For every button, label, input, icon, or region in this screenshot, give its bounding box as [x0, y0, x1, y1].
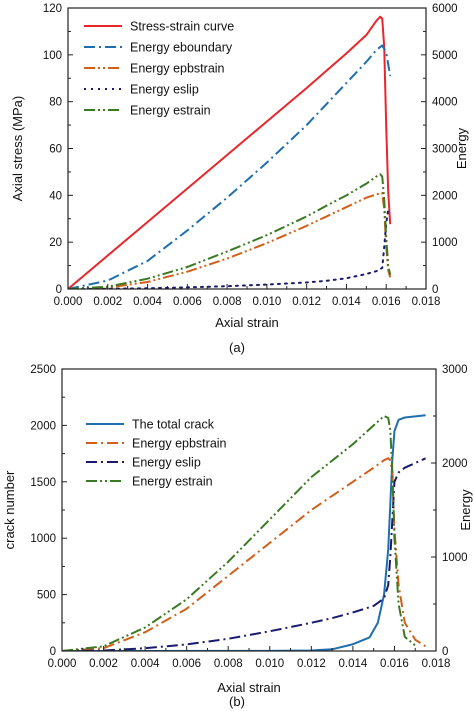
y-right-tick-label: 3000	[432, 144, 458, 156]
x-tick-label: 0.006	[172, 658, 201, 670]
y-left-tick-label: 20	[49, 237, 62, 249]
x-tick-label: 0.016	[380, 658, 409, 670]
legend: The total crack Energy epbstrain Energy es…	[86, 418, 227, 489]
y-left-tick-label: 100	[43, 50, 62, 62]
legend-entry: Stress-strain curve	[130, 20, 234, 34]
y-right-tick-label: 2000	[442, 458, 468, 470]
x-axis-title: Axial strain	[217, 680, 281, 695]
x-tick-label: 0.008	[213, 296, 242, 308]
series-line-3	[68, 208, 390, 289]
series-lines	[62, 414, 427, 651]
x-tick-label: 0.002	[89, 658, 118, 670]
y-right-tick-label: 1000	[432, 237, 458, 249]
series-line-2	[68, 191, 392, 289]
y-right-tick-label: 5000	[432, 50, 458, 62]
y-left-tick-label: 2000	[30, 420, 56, 432]
series-line-2	[62, 457, 427, 651]
x-tick-label: 0.000	[54, 296, 83, 308]
x-tick-label: 0.018	[422, 658, 451, 670]
x-tick-label: 0.012	[292, 296, 321, 308]
y-left-tick-label: 1500	[30, 477, 56, 489]
legend-entry: Energy eslip	[130, 83, 199, 97]
y-left-tick-label: 80	[49, 97, 62, 109]
legend-entry: Energy estrain	[130, 104, 211, 118]
y-right-tick-label: 3000	[442, 364, 468, 376]
y-right-tick-label: 1000	[442, 552, 468, 564]
x-tick-label: 0.006	[173, 296, 202, 308]
x-tick-label: 0.010	[255, 658, 284, 670]
x-tick-label: 0.004	[133, 296, 162, 308]
legend: Stress-strain curve Energy eboundary Energ…	[84, 20, 234, 118]
legend-entry: Energy eboundary	[130, 41, 233, 55]
y-right-axis-title: Energy	[454, 127, 469, 169]
x-tick-label: 0.014	[332, 296, 361, 308]
y-right-tick-label: 0	[432, 284, 438, 296]
x-tick-label: 0.012	[297, 658, 326, 670]
x-tick-label: 0.000	[48, 658, 77, 670]
plot-frame	[67, 7, 427, 290]
y-left-tick-label: 500	[37, 590, 56, 602]
x-tick-label: 0.008	[214, 658, 243, 670]
series-line-1	[62, 457, 427, 651]
y-right-tick-label: 0	[442, 646, 448, 658]
y-left-tick-label: 60	[49, 144, 62, 156]
y-left-tick-label: 0	[50, 646, 56, 658]
x-tick-label: 0.018	[412, 296, 441, 308]
series-line-0	[62, 414, 426, 651]
x-tick-label: 0.014	[338, 658, 367, 670]
series-lines	[68, 15, 392, 289]
y-right-tick-label: 6000	[432, 3, 458, 15]
x-axis-title: Axial strain	[215, 315, 279, 330]
plot-frame	[61, 368, 437, 652]
panel-label: (a)	[229, 340, 245, 355]
y-left-tick-label: 120	[43, 3, 62, 15]
y-left-tick-label: 1000	[30, 533, 56, 545]
legend-entry: Energy epbstrain	[130, 62, 225, 76]
x-tick-label: 0.002	[93, 296, 122, 308]
legend-entry: Energy estrain	[132, 475, 213, 489]
y-left-tick-label: 0	[56, 284, 62, 296]
y-left-axis-title: Axial stress (MPa)	[10, 96, 25, 201]
y-right-tick-label: 2000	[432, 190, 458, 202]
x-tick-label: 0.010	[252, 296, 281, 308]
y-right-axis-title: Energy	[458, 489, 473, 531]
y-left-tick-label: 2500	[30, 364, 56, 376]
y-right-tick-label: 4000	[432, 97, 458, 109]
x-tick-label: 0.004	[131, 658, 160, 670]
panel-label: (b)	[229, 694, 245, 709]
chart-panel-a: 0.000 0.002 0.004 0.006 0.008 0.010 0.012 0.014…	[10, 3, 469, 355]
y-left-axis-title: crack number	[2, 470, 17, 549]
x-tick-label: 0.016	[372, 296, 401, 308]
series-line-1	[68, 44, 392, 289]
legend-entry: The total crack	[132, 418, 215, 432]
series-line-3	[62, 415, 416, 651]
y-left-tick-label: 40	[49, 190, 62, 202]
series-line-0	[68, 15, 392, 289]
chart-panel-b: 0.000 0.002 0.004 0.006 0.008 0.010 0.012 0.014…	[2, 364, 473, 709]
legend-entry: Energy epbstrain	[132, 437, 227, 451]
legend-entry: Energy eslip	[132, 456, 201, 470]
series-line-4	[68, 173, 392, 289]
